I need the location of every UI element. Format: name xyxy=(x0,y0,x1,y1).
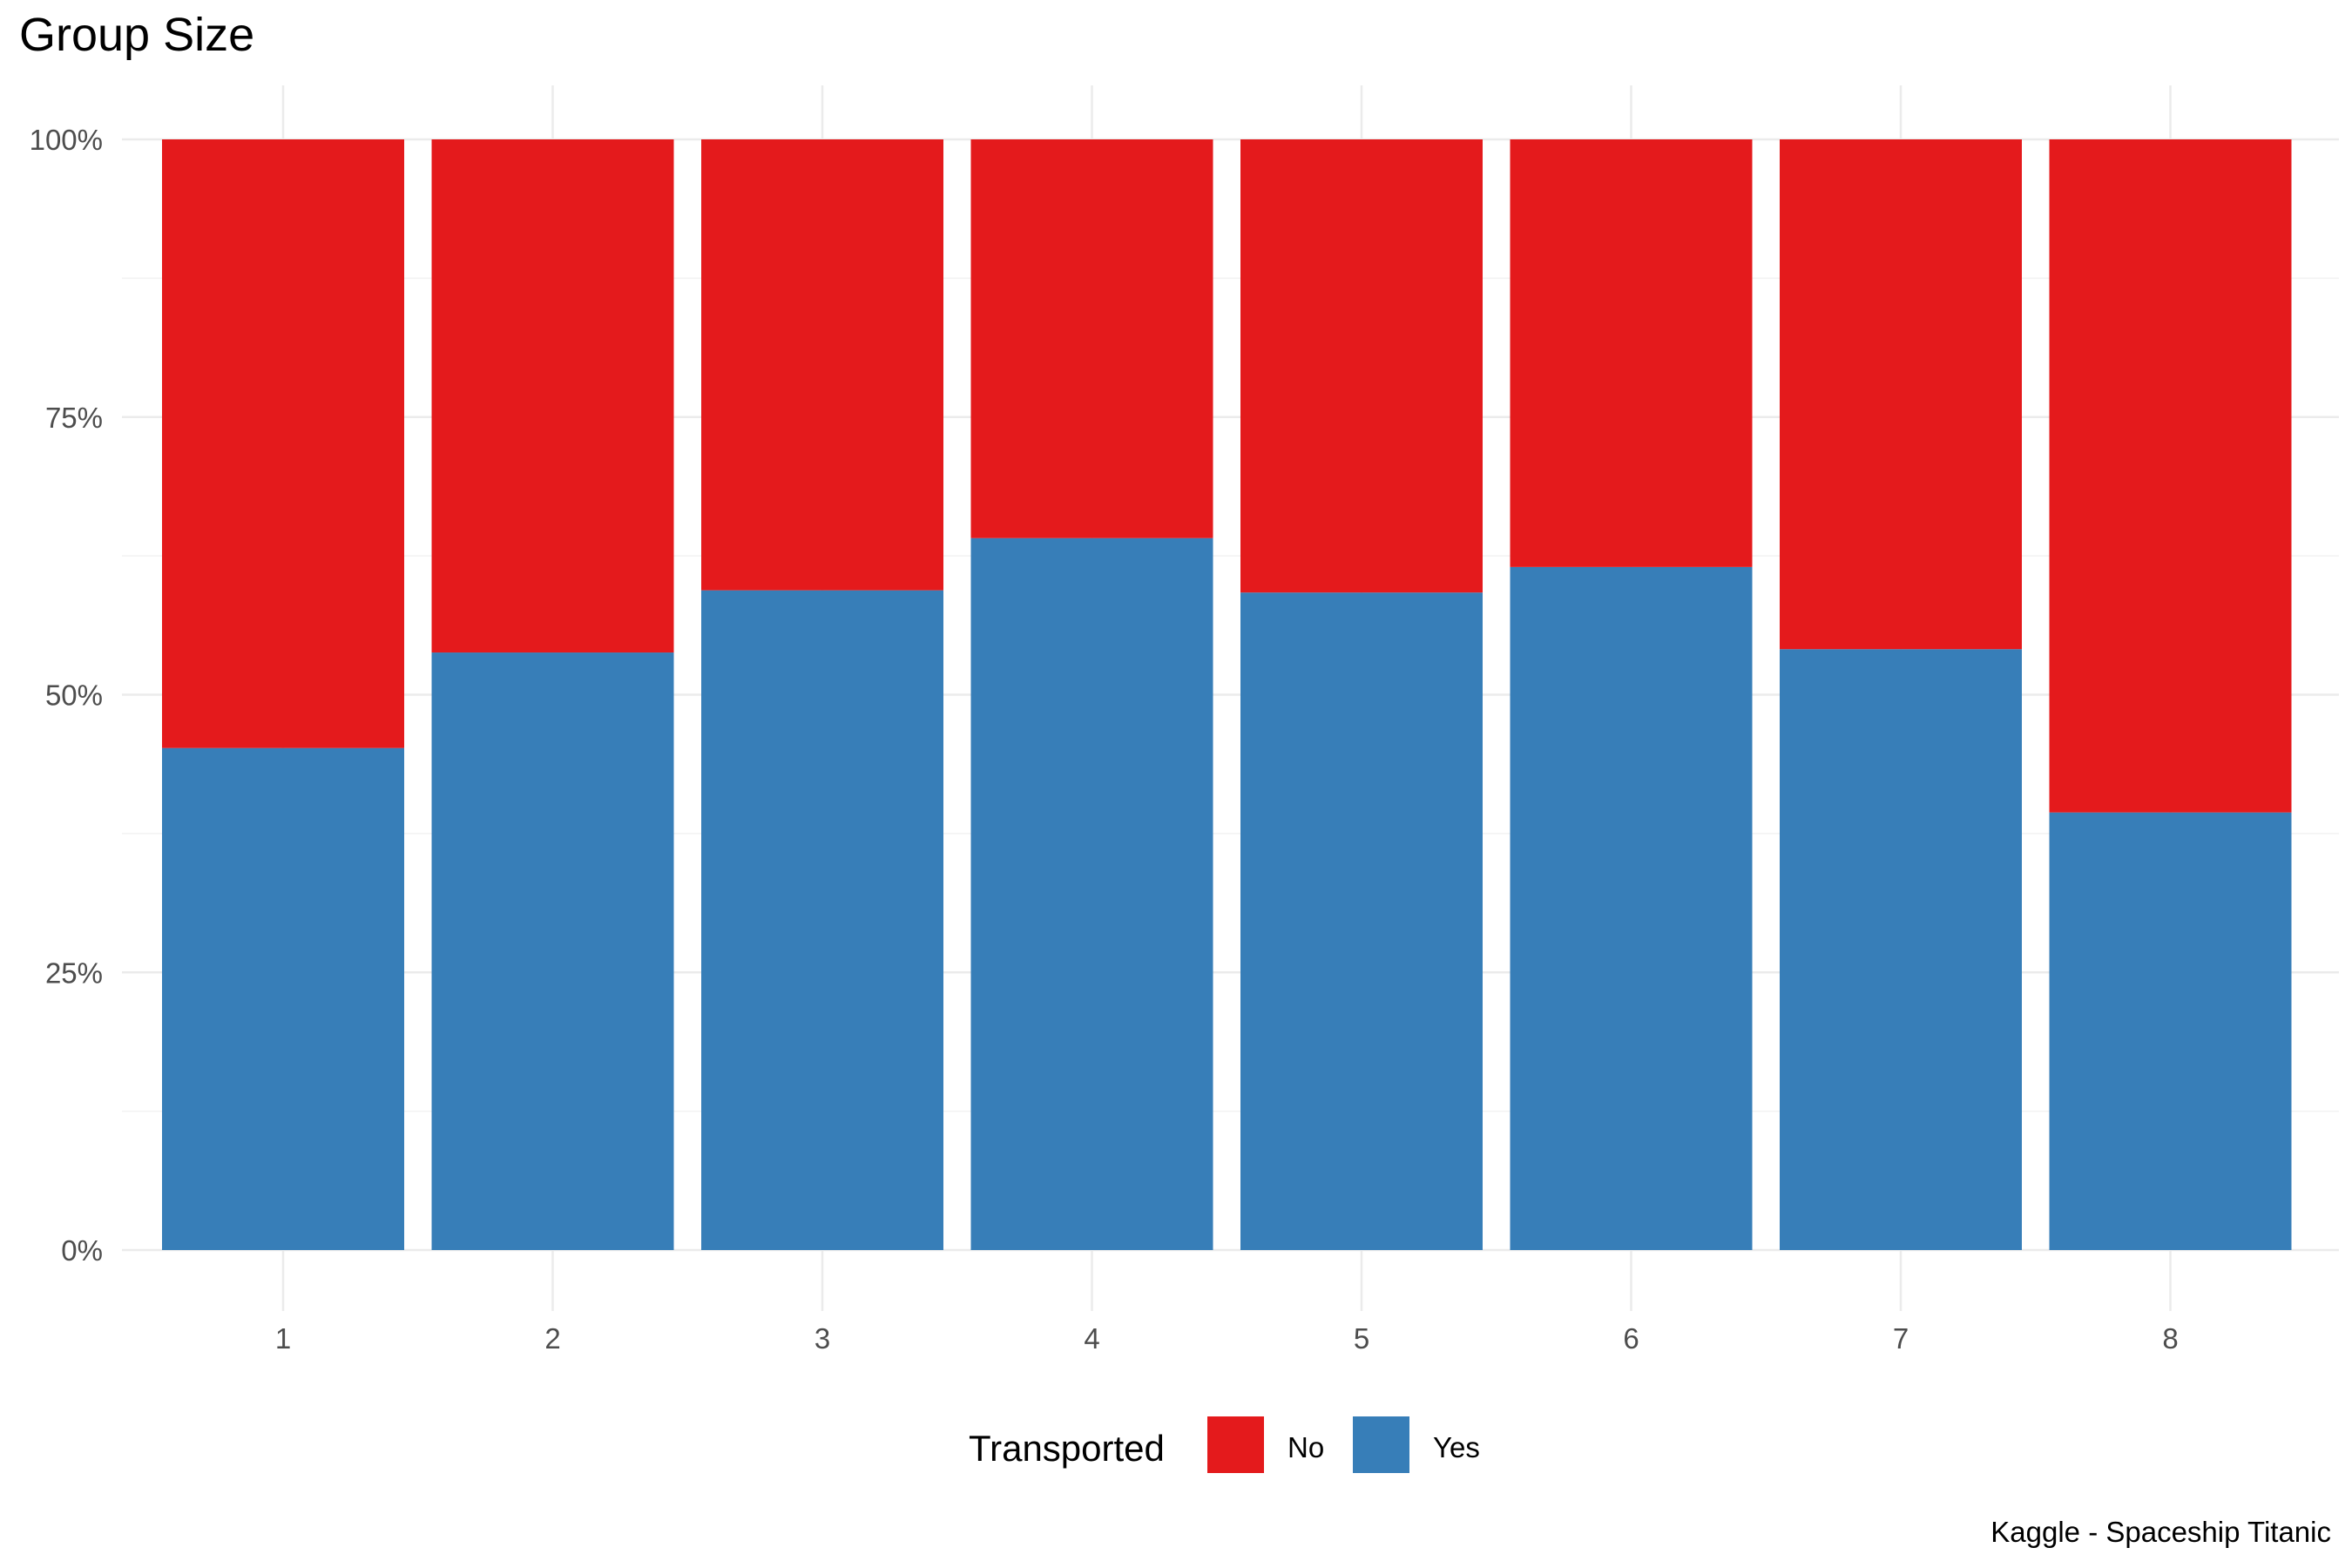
bar-no-4 xyxy=(970,139,1213,538)
bars-layer xyxy=(162,139,2292,1250)
x-tick-label: 2 xyxy=(544,1322,560,1355)
bar-yes-5 xyxy=(1240,592,1483,1250)
chart-title: Group Size xyxy=(19,9,254,61)
bar-no-6 xyxy=(1510,139,1753,567)
chart-caption: Kaggle - Spaceship Titanic xyxy=(1990,1516,2331,1548)
bar-yes-8 xyxy=(2049,812,2292,1250)
x-tick-label: 1 xyxy=(275,1322,291,1355)
bar-no-3 xyxy=(701,139,943,591)
bar-yes-4 xyxy=(970,537,1213,1250)
legend: Transported No Yes xyxy=(969,1416,1480,1473)
x-tick-label: 8 xyxy=(2162,1322,2178,1355)
x-tick-label: 3 xyxy=(814,1322,830,1355)
legend-label-yes: Yes xyxy=(1433,1431,1480,1463)
legend-title: Transported xyxy=(969,1428,1165,1469)
y-tick-label: 75% xyxy=(45,402,103,434)
axis-layer: 0% 25% 50% 75% 100% 1 2 3 4 5 6 7 8 xyxy=(30,124,2179,1355)
bar-yes-6 xyxy=(1510,566,1753,1250)
legend-swatch-yes xyxy=(1353,1416,1409,1473)
bar-no-2 xyxy=(431,139,674,653)
y-tick-label: 100% xyxy=(30,124,103,156)
bar-no-1 xyxy=(162,139,404,748)
y-tick-label: 25% xyxy=(45,956,103,989)
bar-yes-3 xyxy=(701,590,943,1250)
legend-label-no: No xyxy=(1288,1431,1324,1463)
x-tick-label: 5 xyxy=(1354,1322,1369,1355)
bar-no-7 xyxy=(1780,139,2022,650)
bar-yes-2 xyxy=(431,652,674,1250)
bar-yes-1 xyxy=(162,747,404,1250)
bar-no-8 xyxy=(2049,139,2292,813)
x-tick-label: 4 xyxy=(1084,1322,1099,1355)
x-tick-label: 6 xyxy=(1623,1322,1639,1355)
legend-swatch-no xyxy=(1207,1416,1264,1473)
y-tick-label: 0% xyxy=(61,1234,103,1267)
bar-no-5 xyxy=(1240,139,1483,593)
bar-yes-7 xyxy=(1780,649,2022,1250)
y-tick-label: 50% xyxy=(45,679,103,712)
x-tick-label: 7 xyxy=(1893,1322,1909,1355)
